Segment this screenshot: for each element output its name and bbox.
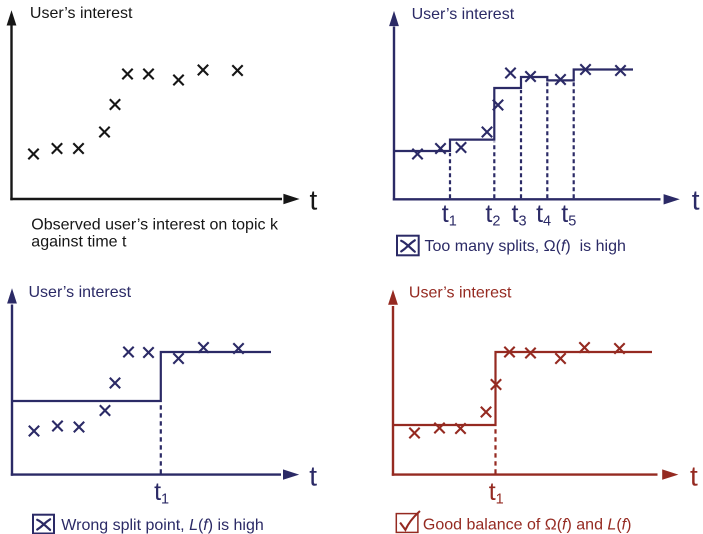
svg-text:User’s interest: User’s interest (29, 284, 132, 301)
svg-text:against time t: against time t (31, 233, 127, 250)
svg-text:User’s interest: User’s interest (30, 5, 133, 22)
svg-text:Too many splits, Ω(f) is high: Too many splits, Ω(f) is high (425, 238, 626, 255)
svg-text:t: t (690, 461, 698, 492)
svg-text:Observed user’s interest on to: Observed user’s interest on topic k (31, 216, 279, 233)
svg-text:t: t (310, 185, 318, 216)
svg-text:User’s interest: User’s interest (409, 284, 512, 301)
svg-text:Good balance of Ω(f) and L(f): Good balance of Ω(f) and L(f) (423, 516, 632, 533)
svg-text:User’s interest: User’s interest (412, 6, 515, 23)
svg-text:t: t (309, 461, 317, 492)
svg-text:Wrong split point, L(f) is hig: Wrong split point, L(f) is high (61, 517, 263, 534)
svg-text:t: t (692, 185, 700, 216)
